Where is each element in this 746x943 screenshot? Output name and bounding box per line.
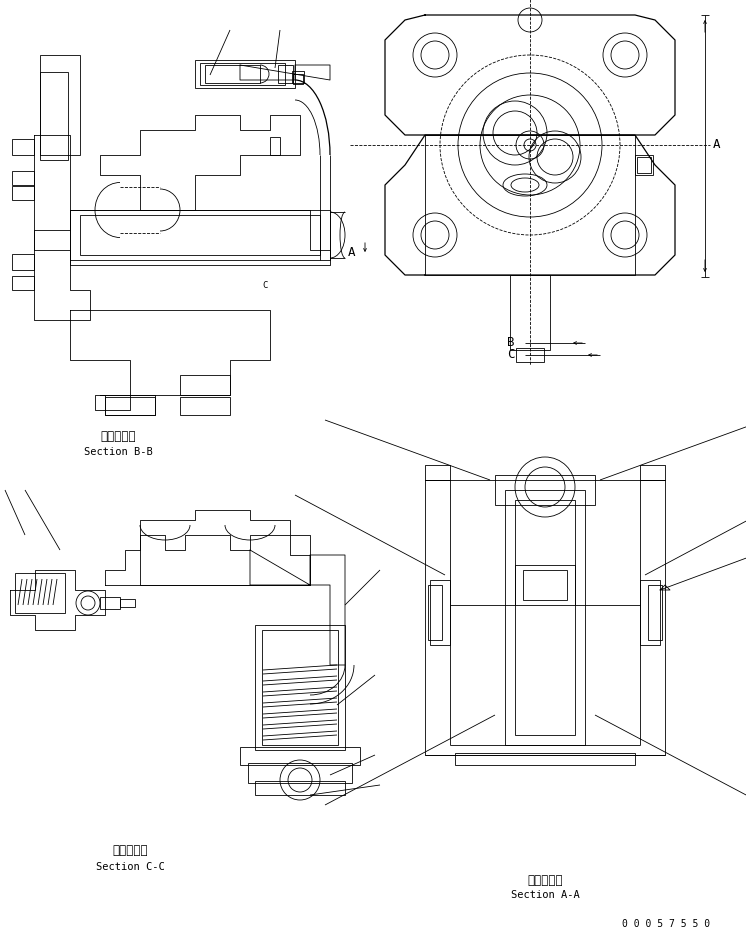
Bar	[195, 60, 295, 88]
Text: B: B	[507, 337, 515, 350]
Bar	[105, 397, 155, 415]
Text: Section C-C: Section C-C	[95, 862, 164, 872]
Bar	[515, 500, 575, 735]
Bar	[15, 573, 65, 613]
Text: Section B-B: Section B-B	[84, 447, 152, 457]
Bar	[40, 72, 68, 160]
Bar	[455, 753, 635, 765]
Bar	[80, 215, 320, 255]
Bar	[637, 157, 651, 173]
Text: 断面Ｃ－Ｃ: 断面Ｃ－Ｃ	[112, 843, 148, 856]
Bar	[180, 397, 230, 415]
Bar	[640, 580, 660, 645]
Text: C: C	[263, 280, 268, 290]
Bar	[278, 65, 293, 83]
Bar	[495, 475, 595, 505]
Text: 断面Ｂ－Ｂ: 断面Ｂ－Ｂ	[100, 431, 136, 443]
Bar	[648, 585, 662, 640]
Bar	[12, 171, 34, 185]
Bar	[255, 781, 345, 795]
Bar	[12, 254, 34, 270]
Bar	[180, 375, 230, 395]
Bar	[255, 625, 345, 750]
Bar	[510, 275, 550, 350]
Bar	[292, 71, 304, 83]
Bar	[270, 137, 280, 155]
Bar	[12, 139, 34, 155]
Text: 0 0 0 5 7 5 5 0: 0 0 0 5 7 5 5 0	[622, 919, 710, 929]
Text: A: A	[713, 139, 721, 152]
Bar	[248, 763, 352, 783]
Bar	[12, 186, 34, 200]
Bar	[430, 580, 450, 645]
Bar	[505, 490, 585, 745]
Text: A: A	[348, 246, 355, 259]
Text: C: C	[507, 349, 515, 361]
Bar	[120, 599, 135, 607]
Bar	[240, 747, 360, 765]
Bar	[200, 63, 285, 85]
Bar	[100, 597, 120, 609]
Bar	[205, 65, 260, 83]
Bar	[428, 585, 442, 640]
Bar	[40, 55, 80, 155]
Text: 断面Ａ－Ａ: 断面Ａ－Ａ	[527, 873, 562, 886]
Text: Section A-A: Section A-A	[510, 890, 580, 900]
Bar	[262, 630, 338, 745]
Bar	[70, 210, 330, 260]
Bar	[12, 276, 34, 290]
Bar	[516, 348, 544, 362]
Bar	[515, 565, 575, 605]
Bar	[293, 74, 303, 84]
Bar	[635, 155, 653, 175]
Bar	[523, 570, 567, 600]
